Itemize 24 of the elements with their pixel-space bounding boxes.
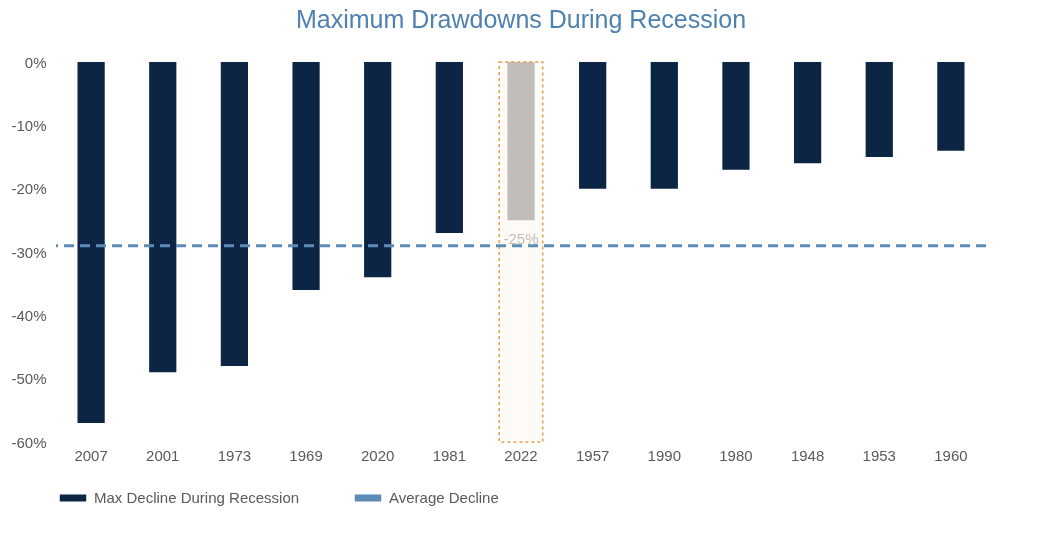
- x-tick-label: 1953: [862, 446, 896, 464]
- x-tick-label: 1981: [432, 446, 467, 464]
- x-tick-label: 1948: [790, 446, 825, 464]
- y-tick-label: -20%: [11, 180, 47, 198]
- x-tick-label: 1960: [934, 446, 968, 464]
- y-tick-label: -60%: [11, 433, 47, 451]
- y-tick-label: -30%: [11, 243, 47, 261]
- legend-label: Max Decline During Recession: [94, 489, 300, 506]
- data-label: -25%: [503, 230, 539, 248]
- x-tick-label: 2007: [74, 446, 108, 464]
- x-tick-label: 1957: [575, 446, 610, 464]
- y-tick-label: -50%: [11, 370, 47, 388]
- y-tick-label: 0%: [24, 53, 47, 71]
- x-tick-label: 1990: [647, 446, 681, 464]
- legend-label: Average Decline: [389, 489, 499, 506]
- chart-title: Maximum Drawdowns During Recession: [295, 5, 747, 33]
- x-tick-label: 2022: [504, 446, 538, 464]
- x-tick-label: 1969: [289, 446, 323, 464]
- x-tick-label: 1980: [719, 446, 753, 464]
- y-tick-label: -10%: [11, 116, 47, 134]
- x-tick-label: 1973: [217, 446, 252, 464]
- x-tick-label: 2020: [361, 446, 395, 464]
- x-tick-label: 2001: [146, 446, 180, 464]
- y-tick-label: -40%: [11, 306, 47, 324]
